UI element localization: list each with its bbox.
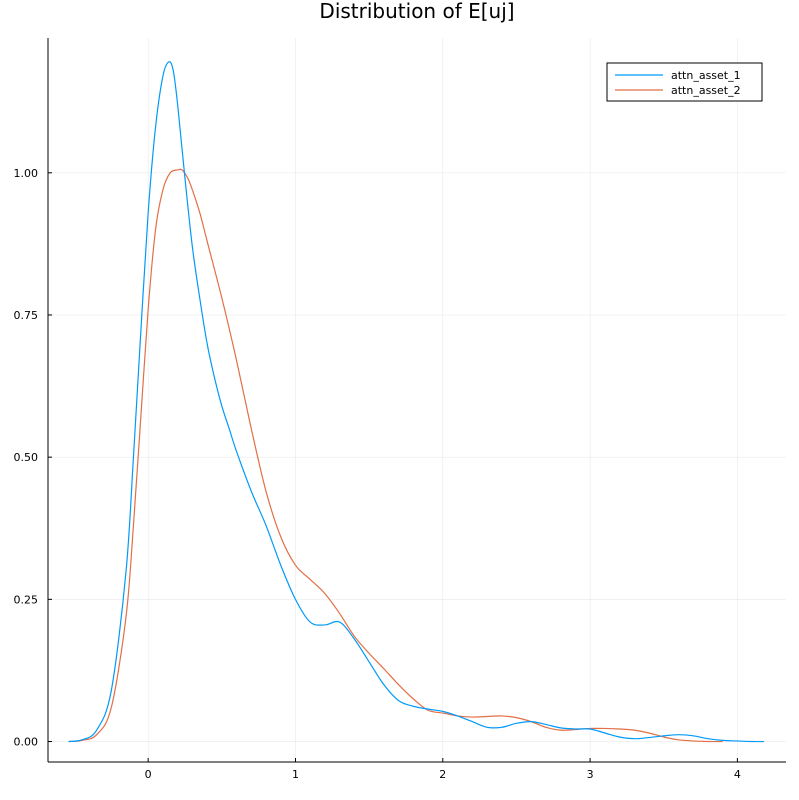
y-tick-label-0: 0.00 [14, 736, 39, 749]
axis-layer: 0 1 2 3 4 0.00 0.25 0.50 0.75 1.00 [14, 38, 786, 781]
series-line-attn_asset_1 [68, 61, 764, 743]
x-tick-label-0: 0 [145, 768, 152, 781]
series-layer [68, 61, 764, 743]
x-tick-label-2: 2 [439, 768, 446, 781]
y-tick-label-4: 1.00 [14, 167, 39, 180]
legend-label-attn_asset_2: attn_asset_2 [671, 84, 741, 97]
series-line-attn_asset_2 [68, 168, 723, 743]
y-tick-label-2: 0.50 [14, 451, 39, 464]
y-tick-label-3: 0.75 [14, 309, 39, 322]
chart-title: Distribution of E[uj] [319, 0, 514, 23]
grid-layer [48, 38, 786, 762]
x-tick-label-4: 4 [734, 768, 741, 781]
legend-label-attn_asset_1: attn_asset_1 [671, 69, 741, 82]
y-tick-label-1: 0.25 [14, 593, 39, 606]
legend-box [606, 62, 763, 102]
legend: attn_asset_1 attn_asset_2 [606, 62, 763, 102]
x-tick-label-3: 3 [587, 768, 594, 781]
x-tick-label-1: 1 [292, 768, 299, 781]
